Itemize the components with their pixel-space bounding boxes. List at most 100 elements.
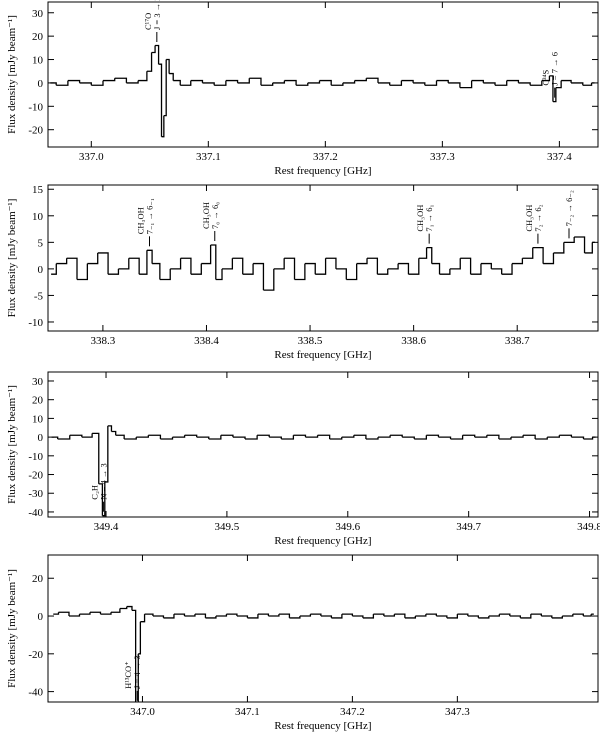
x-tick-label: 338.7: [505, 335, 530, 347]
spectrum-step: [58, 611, 70, 617]
y-tick-label: 30: [32, 8, 44, 20]
spectrum-step: [272, 80, 286, 84]
spectrum-step: [103, 78, 116, 82]
spectrum-step: [151, 45, 156, 54]
spectrum-step: [390, 434, 403, 438]
spectrum-step: [317, 434, 331, 439]
spectrum-step: [163, 614, 175, 619]
spectrum-step: [51, 436, 59, 439]
spectrum-step: [450, 435, 464, 440]
y-tick-label: -10: [28, 101, 43, 113]
spectrum-step: [98, 483, 104, 516]
spectrum-step: [184, 614, 196, 617]
spectrum-step: [111, 430, 117, 436]
spectrum-step: [353, 434, 367, 439]
x-tick-label: 349.4: [94, 521, 119, 533]
spectrum-step: [253, 262, 265, 291]
spectrum-step: [354, 78, 367, 82]
spectrum-step: [260, 82, 274, 86]
spectrum-step: [159, 268, 171, 281]
spectrum-step: [146, 52, 153, 72]
spectrum-step: [415, 614, 427, 617]
spectrum-step: [520, 614, 532, 619]
spectrum-step: [509, 615, 521, 618]
annotation-label: C³⁴S: [541, 69, 551, 85]
spectrum-step: [119, 606, 128, 610]
x-tick-label: 349.7: [456, 521, 481, 533]
spectrum-step: [522, 247, 534, 259]
spectrum-step: [448, 82, 461, 88]
spectrum-step: [549, 75, 554, 102]
spectrum-step: [498, 437, 512, 440]
x-tick-label: 349.8: [577, 521, 600, 533]
spectrum-step: [446, 614, 459, 619]
spectrum-step: [170, 258, 182, 270]
spectrum-step: [414, 435, 428, 440]
spectrum-step: [202, 82, 215, 86]
spectrum-step: [131, 609, 137, 702]
spectrum-step: [563, 237, 575, 243]
spectrum-step: [214, 80, 227, 86]
spectrum-step: [56, 80, 69, 86]
spectrum-step: [92, 432, 100, 484]
spectrum-step: [319, 79, 332, 86]
y-tick-label: 15: [32, 184, 44, 196]
spectrum-step: [180, 80, 192, 86]
spectrum-step: [144, 613, 154, 617]
spectrum-step: [304, 262, 316, 275]
spectrum-step: [501, 263, 513, 275]
spectrum-step: [97, 252, 109, 275]
plot-frame: [47, 371, 599, 518]
spectrum-step: [462, 434, 476, 438]
y-tick-label: -20: [28, 125, 43, 137]
spectrum-step: [293, 434, 307, 438]
x-tick-label: 338.6: [401, 335, 426, 347]
spectrum-step: [530, 80, 543, 86]
spectrum-step: [402, 436, 415, 439]
spectrum-step: [483, 82, 496, 86]
spectrum-step: [404, 616, 417, 619]
annotation-label: CH₃OH: [136, 207, 146, 234]
spectrum-step: [552, 87, 557, 103]
spectrum-step: [152, 262, 161, 280]
spectrum-step: [245, 435, 258, 440]
spectrum-step: [226, 613, 238, 617]
spectrum-step: [139, 250, 148, 275]
spectrum-step: [257, 434, 270, 438]
x-axis-label: Rest frequency [GHz]: [274, 720, 371, 732]
spectrum-step: [81, 433, 93, 438]
spectrum-step: [310, 613, 322, 617]
spectrum-step: [140, 614, 146, 623]
spectrum-step: [329, 437, 343, 440]
y-axis-label: Flux density [mJy beam⁻¹]: [6, 199, 18, 318]
spectrum-step: [551, 616, 563, 619]
spectrum-step: [136, 435, 149, 438]
spectrum-step: [436, 79, 449, 83]
x-tick-label: 347.1: [235, 706, 260, 718]
spectrum-step: [173, 613, 186, 617]
spectrum-step: [294, 263, 306, 281]
spectrum-step: [215, 268, 223, 281]
spectrum-step: [225, 79, 239, 83]
spectrum-step: [398, 262, 410, 275]
spectrum-step: [365, 437, 379, 440]
spectrum-step: [247, 614, 259, 619]
x-tick-label: 337.3: [430, 151, 455, 163]
spectrum-step: [426, 434, 440, 438]
spectrum-step: [242, 263, 254, 275]
spectrum-step: [232, 436, 246, 439]
spectrum-step: [66, 257, 78, 280]
spectrum-step: [128, 257, 140, 275]
x-tick-label: 338.4: [194, 335, 219, 347]
spectrum-step: [438, 436, 452, 439]
spectrum-step: [126, 605, 133, 611]
spectrum-step: [408, 258, 420, 275]
spectrum-step: [488, 614, 500, 617]
spectrum-step: [104, 425, 109, 483]
x-tick-label: 347.3: [445, 706, 470, 718]
spectrum-step: [89, 611, 102, 615]
x-tick-label: 347.0: [130, 706, 155, 718]
spectrum-step: [180, 257, 192, 275]
y-tick-label: 0: [38, 611, 44, 623]
spectrum-step: [387, 263, 399, 270]
